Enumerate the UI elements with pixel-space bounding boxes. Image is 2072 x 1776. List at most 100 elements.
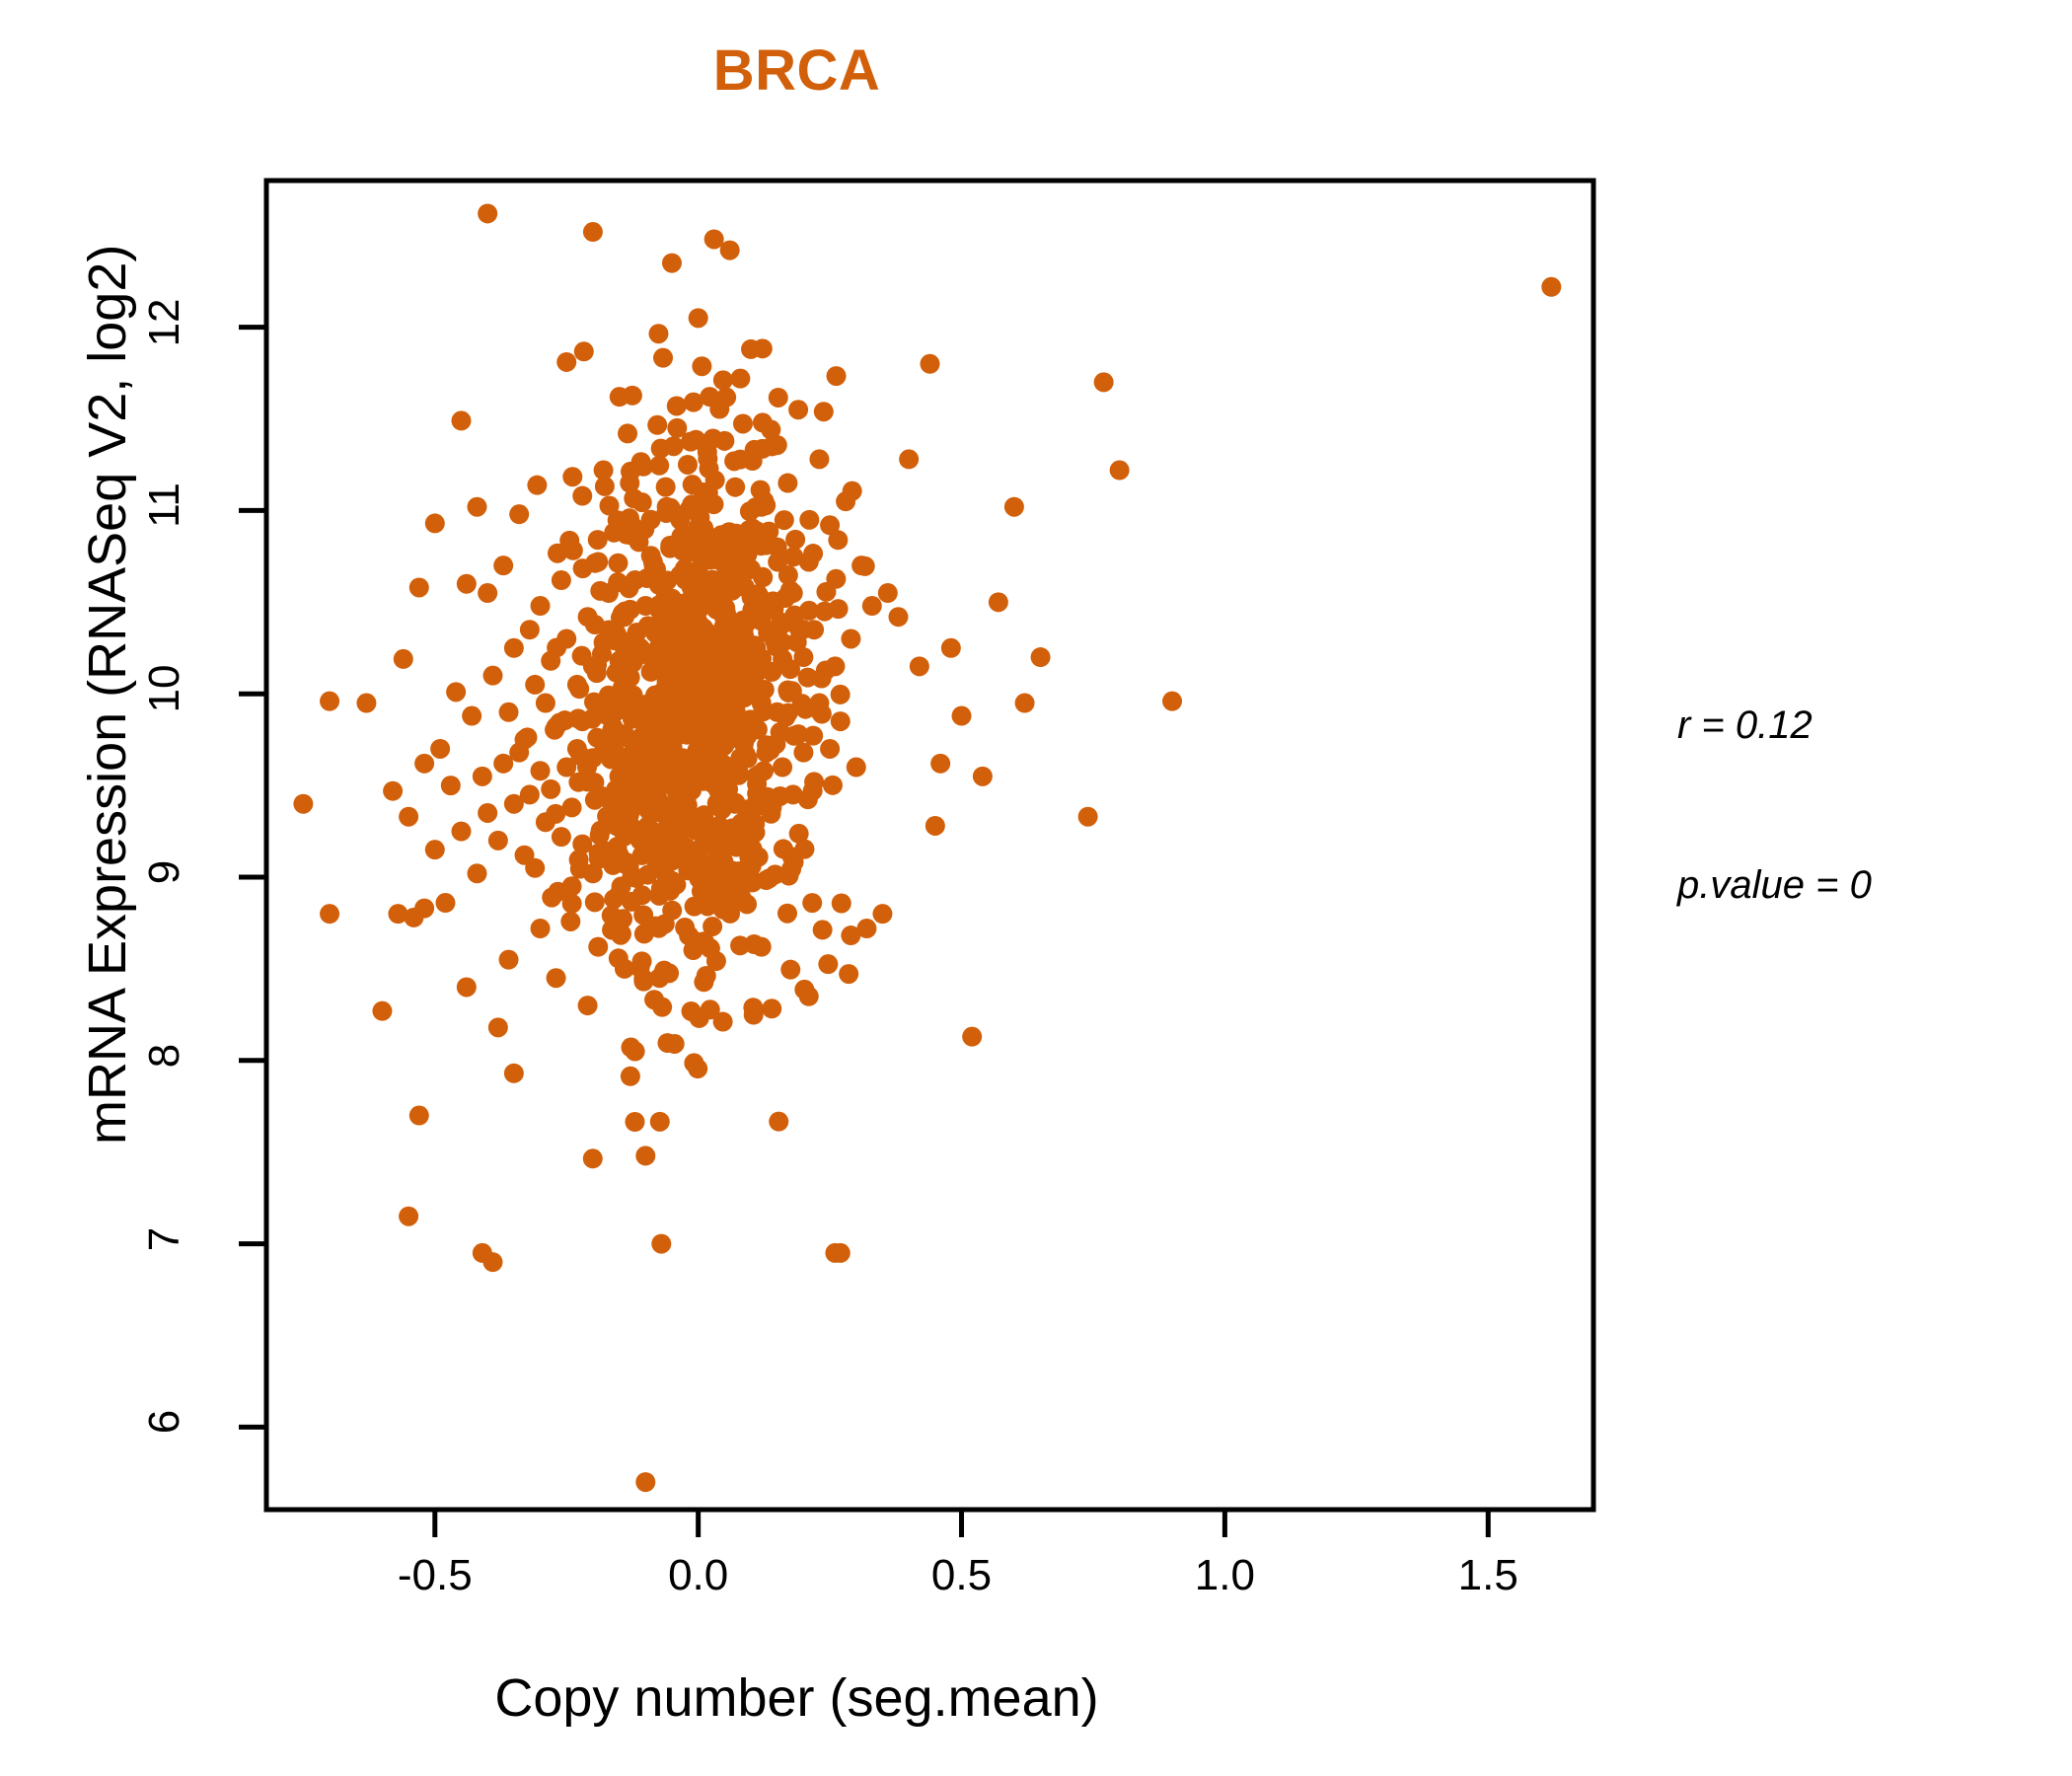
data-point	[622, 385, 642, 406]
data-point	[661, 660, 682, 681]
data-point	[619, 578, 639, 599]
data-point	[681, 767, 702, 787]
data-point	[872, 904, 893, 925]
data-point	[608, 553, 629, 573]
data-point	[761, 419, 781, 440]
data-point	[818, 954, 839, 975]
data-point	[830, 1242, 851, 1263]
data-point	[430, 738, 451, 759]
data-point	[777, 564, 798, 585]
data-point	[765, 864, 785, 885]
data-point	[909, 656, 929, 677]
data-point	[623, 685, 643, 705]
data-point	[659, 963, 680, 984]
data-point	[664, 762, 685, 782]
data-point	[636, 568, 657, 588]
data-point	[424, 513, 445, 534]
data-point	[582, 708, 603, 729]
data-point	[761, 803, 781, 824]
data-point	[571, 645, 592, 666]
data-point	[788, 823, 809, 844]
data-point	[803, 725, 824, 746]
data-point	[774, 510, 794, 531]
data-point	[527, 475, 548, 495]
data-point	[519, 620, 540, 640]
data-point	[822, 775, 843, 795]
data-point	[739, 677, 760, 698]
data-point	[573, 341, 594, 362]
data-point	[744, 439, 765, 460]
data-point	[503, 637, 524, 658]
data-point	[760, 599, 780, 620]
data-point	[762, 999, 782, 1019]
data-point	[618, 423, 638, 444]
data-point	[769, 1111, 789, 1132]
data-point	[777, 473, 798, 493]
data-point	[793, 742, 814, 763]
data-point	[572, 485, 593, 506]
data-point	[546, 803, 566, 824]
data-point	[688, 1059, 708, 1079]
data-point	[293, 793, 314, 814]
data-point	[698, 896, 718, 917]
data-point	[815, 660, 836, 681]
data-point	[813, 402, 834, 422]
data-point	[584, 892, 605, 913]
data-point	[841, 629, 861, 649]
data-point	[647, 414, 668, 435]
data-point	[703, 229, 724, 250]
data-point	[320, 691, 340, 711]
data-point	[661, 253, 682, 273]
data-point	[572, 558, 593, 579]
data-point	[899, 449, 920, 470]
data-point	[667, 834, 688, 854]
data-point	[388, 904, 408, 925]
data-point	[609, 746, 629, 767]
data-point	[570, 746, 591, 767]
data-point	[548, 543, 568, 563]
data-point	[689, 868, 709, 889]
data-point	[700, 999, 720, 1020]
data-point	[590, 580, 611, 601]
data-point	[930, 753, 951, 774]
data-point	[682, 494, 703, 515]
data-point	[594, 736, 615, 757]
data-point	[783, 547, 804, 567]
data-point	[705, 831, 726, 851]
data-point	[733, 733, 754, 754]
data-point	[759, 521, 779, 542]
data-point	[606, 624, 627, 644]
data-point	[951, 705, 972, 726]
data-point	[653, 347, 674, 368]
data-point	[777, 903, 797, 924]
data-point	[713, 553, 734, 573]
data-point	[846, 757, 866, 777]
data-point	[708, 793, 729, 814]
data-point	[472, 766, 492, 786]
data-point	[535, 693, 555, 713]
data-point	[550, 712, 570, 733]
data-point	[719, 240, 740, 260]
data-point	[562, 467, 583, 487]
data-point	[803, 544, 824, 564]
data-point	[664, 1033, 685, 1054]
data-point	[646, 732, 667, 753]
data-point	[777, 703, 798, 723]
data-point	[525, 674, 546, 695]
data-point	[644, 685, 665, 705]
data-point	[612, 724, 632, 745]
data-point	[635, 1146, 656, 1166]
data-point	[1003, 496, 1024, 517]
x-tick-label: 0.0	[668, 1551, 729, 1599]
data-point	[640, 661, 661, 682]
data-point	[788, 618, 809, 638]
data-point	[795, 699, 816, 719]
data-point	[712, 370, 733, 391]
data-point	[519, 784, 540, 805]
data-point	[1541, 276, 1562, 297]
data-point	[424, 840, 445, 860]
data-point	[720, 524, 741, 545]
data-point	[1077, 806, 1098, 827]
data-point	[631, 885, 652, 906]
data-point	[599, 495, 620, 516]
